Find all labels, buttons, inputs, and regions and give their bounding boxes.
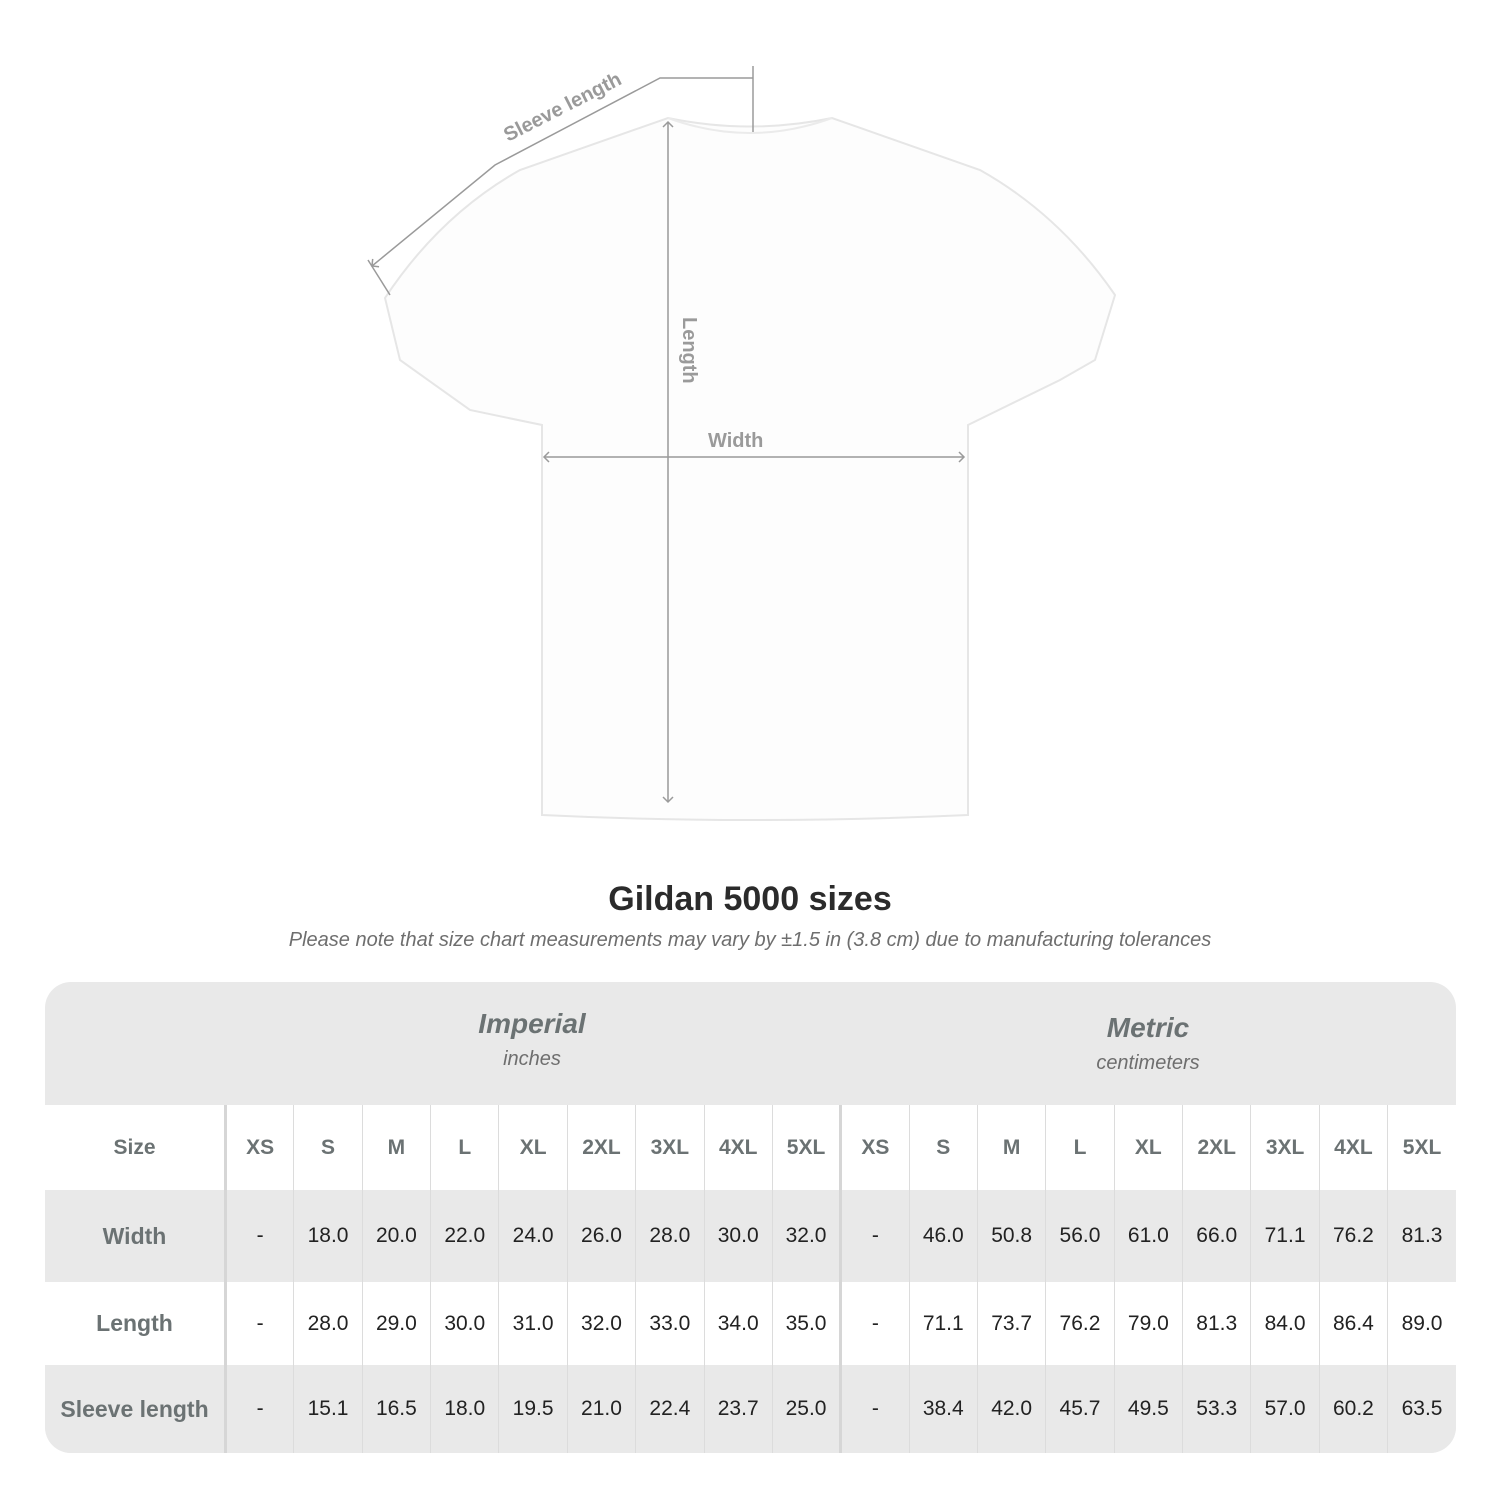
- metric-unit: centimeters: [1096, 1052, 1200, 1074]
- metric-value-cell: 42.0: [976, 1365, 1046, 1453]
- metric-value-cell: -: [839, 1365, 910, 1453]
- tolerance-note: Please note that size chart measurements…: [288, 929, 1212, 951]
- imperial-value-cell: 34.0: [703, 1282, 773, 1365]
- metric-size-header: XS: [839, 1105, 910, 1190]
- imperial-value-cell: 30.0: [430, 1282, 499, 1365]
- imperial-value-cell: 32.0: [566, 1282, 636, 1365]
- imperial-value-cell: 32.0: [771, 1190, 841, 1282]
- imperial-value-cell: 24.0: [498, 1190, 568, 1282]
- sleeve-length-measure: [367, 66, 754, 296]
- metric-value-cell: 66.0: [1182, 1190, 1251, 1282]
- metric-value-cell: 49.5: [1113, 1365, 1183, 1453]
- metric-value-cell: -: [839, 1282, 910, 1365]
- imperial-value-cell: 18.0: [430, 1365, 499, 1453]
- metric-value-cell: 63.5: [1387, 1365, 1456, 1453]
- imperial-value-cell: 35.0: [771, 1282, 841, 1365]
- imperial-value-cell: -: [223, 1282, 294, 1365]
- imperial-size-header: 3XL: [635, 1105, 705, 1190]
- metric-value-cell: 53.3: [1182, 1365, 1251, 1453]
- metric-size-header: XL: [1113, 1105, 1183, 1190]
- metric-size-header: M: [976, 1105, 1046, 1190]
- metric-value-cell: 38.4: [908, 1365, 978, 1453]
- row-label: Length: [45, 1282, 226, 1365]
- metric-value-cell: 71.1: [908, 1282, 978, 1365]
- imperial-size-header: XL: [498, 1105, 568, 1190]
- imperial-value-cell: -: [223, 1190, 294, 1282]
- metric-value-cell: 60.2: [1318, 1365, 1388, 1453]
- table-row: Width -18.0 20.0 22.0 24.0 26.0 28.0 30.0 32.0-4…: [45, 1190, 1456, 1282]
- imperial-value-cell: -: [223, 1365, 294, 1453]
- size-header-row: Size XS S M L XL 2XL 3XL 4XL 5XL XS S M L XL 2XL 3XL 4XL 5…: [45, 1105, 1456, 1190]
- imperial-value-cell: 21.0: [566, 1365, 636, 1453]
- metric-value-cell: 46.0: [908, 1190, 978, 1282]
- row-label: Width: [45, 1190, 226, 1282]
- imperial-value-cell: 30.0: [703, 1190, 773, 1282]
- metric-value-cell: 86.4: [1318, 1282, 1388, 1365]
- imperial-value-cell: 28.0: [293, 1282, 363, 1365]
- imperial-size-header: S: [293, 1105, 363, 1190]
- metric-value-cell: 84.0: [1250, 1282, 1320, 1365]
- imperial-value-cell: 29.0: [361, 1282, 431, 1365]
- metric-value-cell: 50.8: [976, 1190, 1046, 1282]
- metric-title: Metric: [1106, 1012, 1190, 1043]
- metric-value-cell: 45.7: [1045, 1365, 1115, 1453]
- imperial-title: Imperial: [478, 1008, 586, 1039]
- imperial-unit: inches: [503, 1048, 561, 1070]
- tshirt-shape: [383, 116, 1117, 821]
- size-chart: Imperial inches Metric centimeters Size X…: [45, 982, 1456, 1453]
- size-table: Size XS S M L XL 2XL 3XL 4XL 5XL XS S M L XL 2XL 3XL 4XL 5…: [45, 1105, 1456, 1453]
- imperial-size-header: 2XL: [566, 1105, 636, 1190]
- metric-value-cell: 76.2: [1045, 1282, 1115, 1365]
- imperial-value-cell: 28.0: [635, 1190, 705, 1282]
- imperial-size-header: 4XL: [703, 1105, 773, 1190]
- metric-header: Metric centimeters: [840, 982, 1456, 1105]
- imperial-value-cell: 16.5: [361, 1365, 431, 1453]
- imperial-value-cell: 15.1: [293, 1365, 363, 1453]
- imperial-value-cell: 26.0: [566, 1190, 636, 1282]
- imperial-value-cell: 18.0: [293, 1190, 363, 1282]
- imperial-value-cell: 22.0: [430, 1190, 499, 1282]
- length-label: Length: [678, 317, 700, 384]
- imperial-value-cell: 31.0: [498, 1282, 568, 1365]
- metric-value-cell: -: [839, 1190, 910, 1282]
- metric-size-header: 2XL: [1182, 1105, 1251, 1190]
- imperial-value-cell: 33.0: [635, 1282, 705, 1365]
- table-row: Sleeve length -15.1 16.5 18.0 19.5 21.0 22.4 23…: [45, 1365, 1456, 1453]
- imperial-value-cell: 20.0: [361, 1190, 431, 1282]
- width-label: Width: [708, 430, 763, 452]
- page-title: Gildan 5000 sizes: [608, 880, 892, 918]
- imperial-size-header: L: [430, 1105, 499, 1190]
- metric-size-header: 3XL: [1250, 1105, 1320, 1190]
- row-label: Sleeve length: [45, 1365, 226, 1453]
- imperial-value-cell: 23.7: [703, 1365, 773, 1453]
- imperial-value-cell: 22.4: [635, 1365, 705, 1453]
- metric-value-cell: 73.7: [976, 1282, 1046, 1365]
- metric-value-cell: 81.3: [1182, 1282, 1251, 1365]
- metric-value-cell: 71.1: [1250, 1190, 1320, 1282]
- tshirt-diagram: Sleeve length Length Width: [367, 66, 1117, 821]
- metric-value-cell: 79.0: [1113, 1282, 1183, 1365]
- sleeve-length-label: Sleeve length: [500, 68, 625, 146]
- imperial-size-header: M: [361, 1105, 431, 1190]
- metric-value-cell: 89.0: [1387, 1282, 1456, 1365]
- metric-size-header: 4XL: [1318, 1105, 1388, 1190]
- size-column-label: Size: [45, 1105, 226, 1190]
- imperial-size-header: 5XL: [771, 1105, 841, 1190]
- imperial-value-cell: 25.0: [771, 1365, 841, 1453]
- metric-value-cell: 81.3: [1387, 1190, 1456, 1282]
- table-row: Length -28.0 29.0 30.0 31.0 32.0 33.0 34.0 35.0-…: [45, 1282, 1456, 1365]
- metric-size-header: 5XL: [1387, 1105, 1456, 1190]
- imperial-value-cell: 19.5: [498, 1365, 568, 1453]
- metric-value-cell: 56.0: [1045, 1190, 1115, 1282]
- metric-value-cell: 57.0: [1250, 1365, 1320, 1453]
- metric-size-header: L: [1045, 1105, 1115, 1190]
- imperial-header: Imperial inches: [224, 982, 840, 1105]
- imperial-size-header: XS: [223, 1105, 294, 1190]
- metric-size-header: S: [908, 1105, 978, 1190]
- metric-value-cell: 61.0: [1113, 1190, 1183, 1282]
- metric-value-cell: 76.2: [1318, 1190, 1388, 1282]
